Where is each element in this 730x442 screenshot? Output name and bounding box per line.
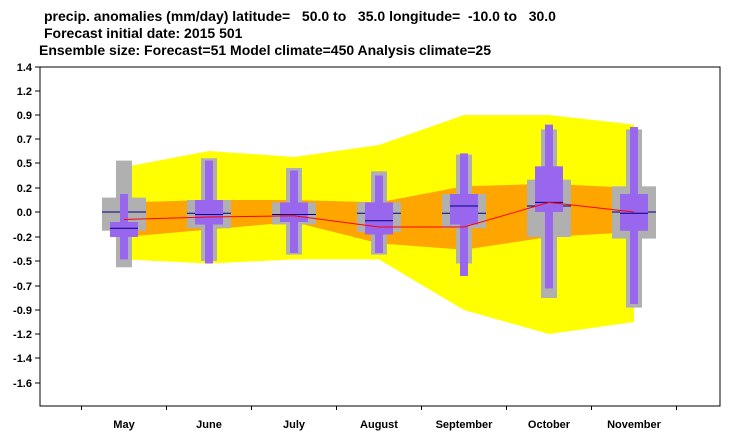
ensemble-mean-line — [123, 201, 635, 228]
y-tick-label: -0.7 — [13, 281, 32, 293]
purple-box-2 — [280, 202, 308, 222]
chart-title-line-2: Forecast initial date: 2015 501 — [44, 25, 243, 41]
chart-title-line-1: precip. anomalies (mm/day) latitude= 50.… — [44, 8, 556, 24]
x-tick-label-july: July — [283, 419, 306, 431]
x-tick-label-september: September — [436, 419, 494, 431]
y-tick-label: -0.9 — [13, 305, 32, 317]
y-tick-label: 0.9 — [17, 110, 32, 122]
y-tick-label: 0.5 — [17, 158, 32, 170]
purple-box-0 — [110, 222, 138, 237]
x-tick-label-october: October — [528, 419, 571, 431]
y-tick-label: -0.5 — [13, 256, 32, 268]
y-tick-label: 1.2 — [17, 86, 32, 98]
purple-box-1 — [195, 200, 223, 225]
y-tick-label: -0.2 — [13, 232, 32, 244]
purple-box-3 — [365, 202, 393, 235]
y-tick-label: -1.2 — [13, 329, 32, 341]
x-tick-label-november: November — [607, 419, 662, 431]
y-tick-label: 0.2 — [17, 183, 32, 195]
y-tick-label: 1.4 — [17, 62, 33, 74]
x-tick-label-may: May — [113, 419, 135, 431]
y-tick-label: -1.4 — [13, 353, 33, 365]
purple-box-5 — [535, 166, 563, 212]
chart-title-line-3: Ensemble size: Forecast=51 Model climate… — [39, 42, 491, 58]
y-tick-label: 0.7 — [17, 134, 32, 146]
y-tick-label: -1.6 — [13, 378, 32, 390]
purple-box-6 — [620, 194, 648, 231]
x-tick-label-june: June — [196, 419, 222, 431]
y-tick-label: 0.0 — [17, 207, 32, 219]
purple-box-4 — [450, 194, 478, 225]
x-tick-label-august: August — [360, 419, 398, 431]
